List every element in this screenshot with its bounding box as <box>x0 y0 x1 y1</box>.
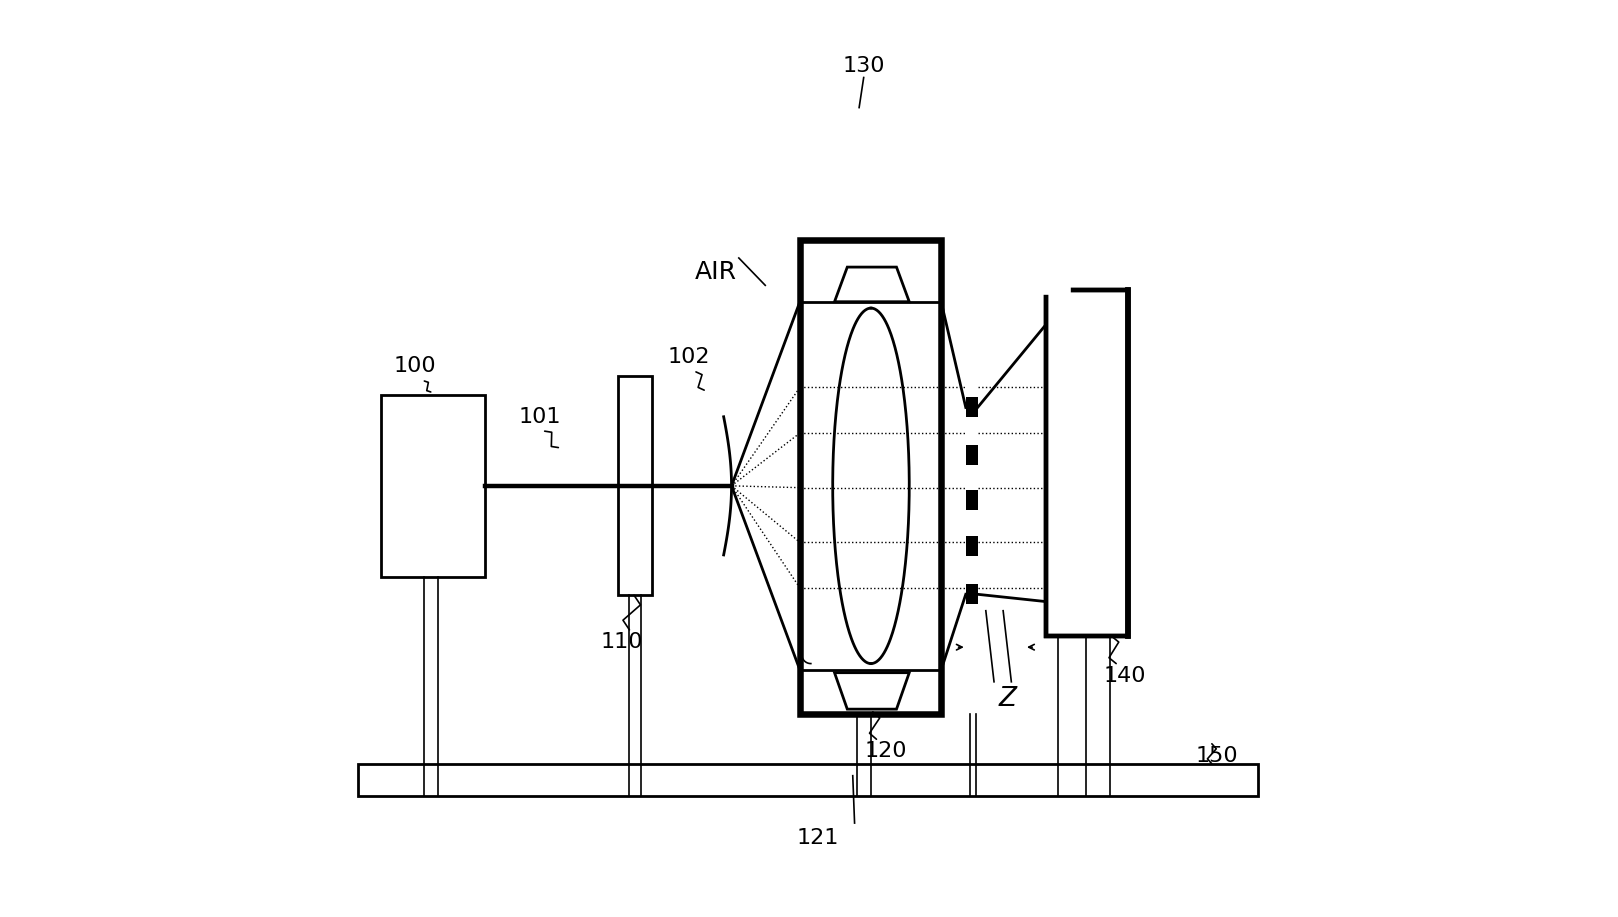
Text: 101: 101 <box>519 406 561 426</box>
Bar <box>966 445 977 465</box>
Bar <box>1050 301 1123 625</box>
Bar <box>966 584 977 604</box>
Bar <box>966 397 977 417</box>
Text: 102: 102 <box>668 348 710 368</box>
Bar <box>1045 290 1128 636</box>
Text: 120: 120 <box>864 741 906 761</box>
Text: 110: 110 <box>600 632 644 652</box>
Text: 121: 121 <box>798 828 840 847</box>
Text: 130: 130 <box>843 56 885 76</box>
Text: 140: 140 <box>1103 667 1147 686</box>
Text: 100: 100 <box>393 357 437 377</box>
Bar <box>966 536 977 556</box>
Bar <box>966 491 977 511</box>
Bar <box>358 764 1259 796</box>
Bar <box>618 377 652 595</box>
Bar <box>799 239 942 713</box>
Text: Z: Z <box>998 686 1016 713</box>
Text: 150: 150 <box>1196 746 1239 766</box>
Text: AIR: AIR <box>696 260 738 283</box>
Bar <box>380 394 485 577</box>
Bar <box>1045 290 1128 636</box>
